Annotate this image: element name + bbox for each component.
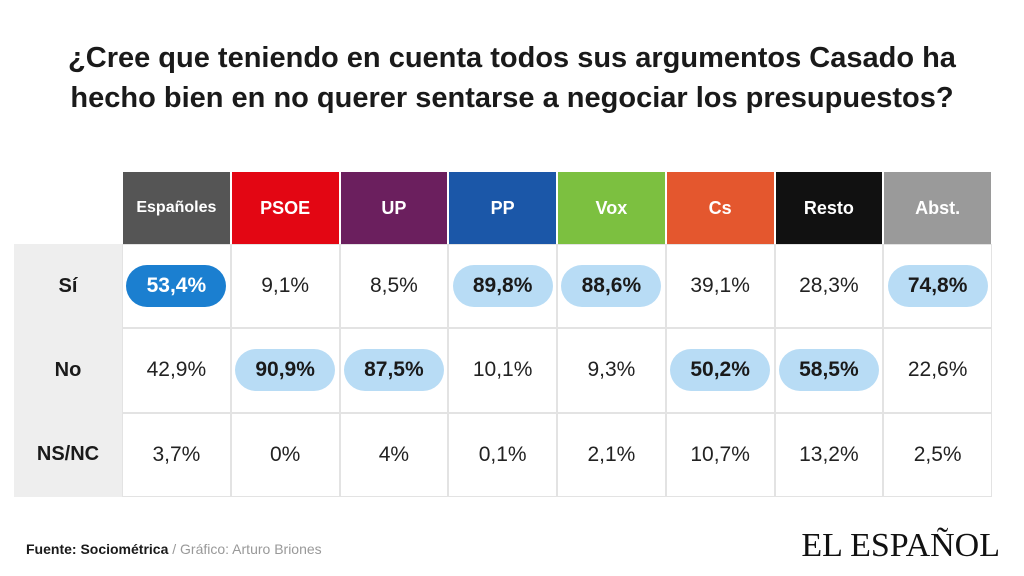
table-cell: 0,1% [448, 412, 557, 497]
table-cell: 2,1% [557, 412, 666, 497]
cell-value: 8,5% [369, 274, 418, 298]
cell-value: 22,6% [907, 358, 968, 382]
title-line-1: ¿Cree que teniendo en cuenta todos sus a… [68, 42, 956, 74]
table-cell: 9,3% [557, 328, 666, 413]
column-header-espa-oles: Españoles [123, 172, 230, 244]
source-label: Fuente: Sociométrica [26, 541, 169, 557]
cell-value: 9,3% [587, 358, 636, 382]
table-cell: 9,1% [230, 244, 340, 329]
cell-value: 2,5% [913, 442, 962, 466]
table-cell: 90,9% [230, 328, 340, 413]
table-cell: 74,8% [883, 244, 992, 329]
table-cell: 10,1% [448, 328, 557, 413]
highlighted-value: 53,4% [126, 265, 227, 308]
cell-value: 0,1% [478, 442, 527, 466]
table-cell: 58,5% [774, 328, 884, 413]
highlighted-value: 58,5% [778, 349, 879, 392]
table-cell: 10,7% [665, 412, 775, 497]
table-cell: 3,7% [122, 412, 231, 497]
column-header-up: UP [340, 172, 448, 244]
column-header-psoe: PSOE [231, 172, 339, 244]
table-cell: 0% [230, 412, 340, 497]
cell-value: 13,2% [799, 442, 859, 466]
cell-value: 39,1% [690, 274, 750, 298]
table-cell: 39,1% [665, 244, 775, 329]
column-header-vox: Vox [558, 172, 665, 244]
column-header-pp: PP [449, 172, 556, 244]
footer-separator: / [168, 541, 181, 557]
cell-value: 28,3% [799, 274, 859, 298]
cell-value: 42,9% [146, 358, 207, 382]
highlighted-value: 88,6% [561, 265, 662, 308]
graphic-credit: Gráfico: Arturo Briones [180, 541, 322, 557]
table-cell: 53,4% [122, 244, 231, 329]
table-cell: 42,9% [122, 328, 231, 413]
row-label-s: Sí [14, 244, 122, 329]
column-header-abst: Abst. [884, 172, 991, 244]
table-cell: 89,8% [448, 244, 557, 329]
table-cell: 22,6% [883, 328, 992, 413]
cell-value: 10,1% [472, 358, 533, 382]
table-cell: 50,2% [665, 328, 775, 413]
highlighted-value: 87,5% [343, 349, 444, 392]
table-cell: 13,2% [774, 412, 884, 497]
table-cell: 2,5% [883, 412, 992, 497]
column-header-resto: Resto [775, 172, 883, 244]
results-table: Españoles PSOE UP PP Vox Cs Resto Abst. Sí 53,4% 9… [14, 172, 992, 502]
table-cell: 8,5% [339, 244, 449, 329]
highlighted-value: 89,8% [452, 265, 553, 308]
title-line-2: hecho bien en no querer sentarse a negoc… [70, 82, 954, 114]
row-label-ns-nc: NS/NC [14, 412, 122, 497]
cell-value: 3,7% [152, 442, 201, 466]
table-cell: 28,3% [774, 244, 884, 329]
cell-value: 2,1% [587, 442, 636, 466]
footer-source: Fuente: Sociométrica / Gráfico: Arturo B… [26, 541, 322, 557]
highlighted-value: 74,8% [887, 265, 988, 308]
cell-value: 10,7% [690, 442, 750, 466]
table-cell: 88,6% [557, 244, 666, 329]
highlighted-value: 90,9% [235, 349, 336, 392]
cell-value: 0% [269, 442, 301, 466]
chart-title: ¿Cree que teniendo en cuenta todos sus a… [0, 38, 1024, 118]
el-espanol-logo: EL ESPAÑOL [801, 527, 1000, 564]
highlighted-value: 50,2% [670, 349, 771, 392]
cell-value: 9,1% [261, 274, 310, 298]
table-cell: 87,5% [339, 328, 449, 413]
cell-value: 4% [378, 442, 410, 466]
table-cell: 4% [339, 412, 449, 497]
column-header-cs: Cs [666, 172, 774, 244]
row-label-no: No [14, 328, 122, 413]
